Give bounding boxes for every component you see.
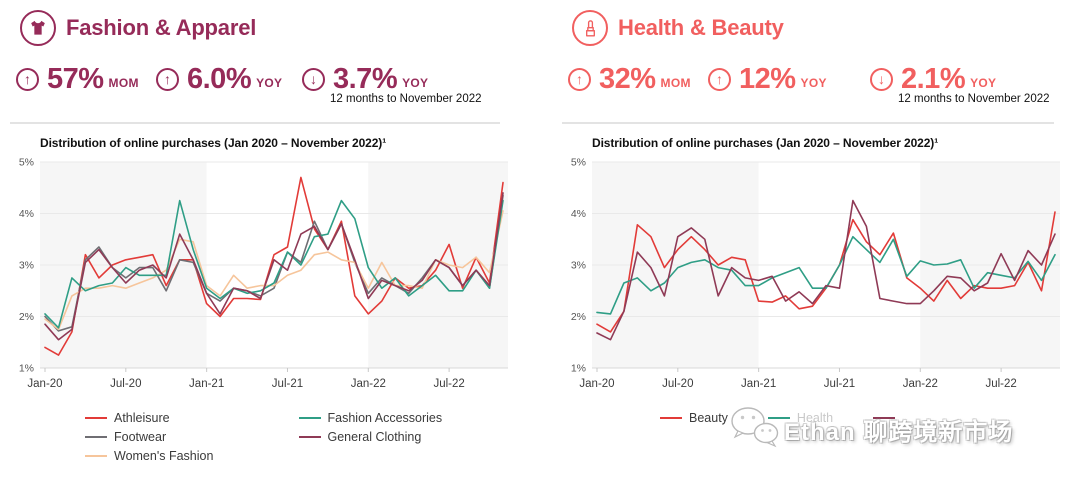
legend-column: Fashion Accessories General Clothing (298, 411, 513, 463)
svg-text:4%: 4% (571, 208, 586, 220)
legend-label: Athleisure (114, 411, 170, 425)
stat-yoy-12m: ↓ 3.7% YOY 12 months to November 2022 (302, 62, 482, 105)
svg-text:Jan-20: Jan-20 (27, 378, 62, 390)
stat-unit: YOY (256, 76, 283, 90)
legend-item: General Clothing (298, 430, 513, 444)
legend-column: Athleisure Footwear Women's Fashion (85, 411, 299, 463)
legend-swatch (85, 436, 107, 438)
legend-swatch (298, 417, 321, 419)
line-chart-health-beauty: 1% 2% 3% 4% 5% Jan-20 Jul-20 Jan-21 Jul-21 Jan-22… (562, 156, 1066, 401)
stats-row: ↑ 32% MOM ↑ 12% YOY ↓ 2.1% YOY 12 months… (568, 62, 1066, 105)
stat-value: 12% (739, 62, 796, 95)
chart-legend: Athleisure Footwear Women's Fashion Fashion… (85, 411, 512, 463)
stat-unit: MOM (660, 76, 691, 90)
chart-card: Distribution of online purchases (Jan 20… (562, 136, 1066, 425)
legend-item: Beauty (660, 411, 728, 425)
stat-unit: YOY (970, 76, 997, 90)
svg-text:Jul-21: Jul-21 (824, 378, 855, 390)
legend-label: Footwear (114, 430, 167, 444)
stat-mom: ↑ 32% MOM (568, 63, 708, 96)
stat-value: 32% (599, 62, 656, 95)
stats-row: ↑ 57% MOM ↑ 6.0% YOY ↓ 3.7% YOY 12 month… (16, 62, 512, 105)
legend-label: Women's Fashion (114, 449, 214, 463)
svg-text:1%: 1% (571, 363, 586, 375)
category-title: Fashion & Apparel (66, 15, 257, 40)
svg-text:Jul-22: Jul-22 (985, 378, 1016, 390)
stat-yoy-12m: ↓ 2.1% YOY 12 months to November 2022 (870, 62, 1050, 105)
svg-text:5%: 5% (19, 157, 34, 169)
svg-text:2%: 2% (571, 311, 586, 323)
stat-yoy: ↑ 12% YOY (708, 63, 854, 96)
legend-swatch (660, 417, 682, 419)
arrow-up-circle-icon: ↑ (708, 67, 731, 91)
line-chart-fashion-apparel: 1% 2% 3% 4% 5% Jan-20 Jul-20 Jan-21 Jul-21 Jan-22… (10, 156, 512, 401)
legend-swatch (85, 455, 107, 457)
stat-value: 3.7% (333, 62, 398, 95)
svg-text:Jul-20: Jul-20 (110, 378, 141, 390)
svg-text:Jan-22: Jan-22 (351, 378, 386, 390)
chart-title: Distribution of online purchases (Jan 20… (40, 136, 387, 150)
stat-value: 6.0% (187, 62, 252, 95)
svg-text:5%: 5% (571, 157, 586, 169)
legend-label: Beauty (689, 411, 728, 425)
category-title: Health & Beauty (618, 15, 784, 40)
stat-unit: MOM (108, 76, 139, 90)
header-divider (562, 122, 1054, 124)
header-divider (10, 122, 500, 124)
stat-period-note: 12 months to November 2022 (898, 92, 1050, 105)
stat-value: 57% (47, 62, 104, 95)
svg-text:4%: 4% (19, 208, 34, 220)
legend-item: Fashion Accessories (298, 411, 513, 425)
legend-item: Health (767, 411, 834, 425)
stat-yoy: ↑ 6.0% YOY (156, 63, 302, 96)
svg-text:Jan-20: Jan-20 (579, 378, 614, 390)
panel-health-beauty: Health & Beauty ↑ 32% MOM ↑ 12% YOY ↓ 2.… (540, 0, 1080, 478)
panel-header: Health & Beauty (572, 8, 1066, 48)
chart-canvas: 1% 2% 3% 4% 5% Jan-20 Jul-20 Jan-21 Jul-21 Jan-22… (19, 157, 508, 390)
chart-title: Distribution of online purchases (Jan 20… (592, 136, 939, 150)
legend-swatch (85, 417, 107, 419)
lipstick-icon (572, 10, 608, 46)
svg-text:Jan-22: Jan-22 (903, 378, 938, 390)
svg-text:Jul-21: Jul-21 (272, 378, 303, 390)
chart-legend: Beauty Health (660, 411, 1066, 425)
arrow-up-circle-icon: ↑ (156, 67, 179, 91)
legend-label: Health (796, 411, 834, 425)
legend-label: General Clothing (327, 430, 422, 444)
svg-text:Jan-21: Jan-21 (189, 378, 224, 390)
arrow-up-circle-icon: ↑ (568, 67, 591, 91)
svg-text:Jul-20: Jul-20 (662, 378, 693, 390)
legend-swatch (298, 436, 321, 438)
panel-header: Fashion & Apparel (20, 8, 512, 48)
stat-value: 2.1% (901, 62, 966, 95)
svg-text:Jan-21: Jan-21 (741, 378, 776, 390)
svg-text:2%: 2% (19, 311, 34, 323)
legend-swatch (873, 417, 896, 419)
arrow-down-circle-icon: ↓ (870, 67, 893, 91)
chart-canvas: 1% 2% 3% 4% 5% Jan-20 Jul-20 Jan-21 Jul-21 Jan-22… (571, 157, 1060, 390)
legend-item: Athleisure (85, 411, 299, 425)
legend-label: Fashion Accessories (327, 411, 443, 425)
tshirt-icon (20, 10, 56, 46)
stat-mom: ↑ 57% MOM (16, 63, 156, 96)
legend-item: Footwear (85, 430, 299, 444)
chart-card: Distribution of online purchases (Jan 20… (10, 136, 512, 463)
legend-item (873, 417, 896, 419)
svg-text:1%: 1% (19, 363, 34, 375)
stat-unit: YOY (800, 76, 827, 90)
legend-item: Women's Fashion (85, 449, 299, 463)
arrow-down-circle-icon: ↓ (302, 67, 325, 91)
legend-swatch (767, 417, 790, 419)
stat-period-note: 12 months to November 2022 (330, 92, 482, 105)
panel-fashion-apparel: Fashion & Apparel ↑ 57% MOM ↑ 6.0% YOY ↓… (10, 8, 512, 463)
svg-text:3%: 3% (19, 260, 34, 272)
stat-unit: YOY (402, 76, 429, 90)
arrow-up-circle-icon: ↑ (16, 67, 39, 91)
svg-text:Jul-22: Jul-22 (433, 378, 464, 390)
svg-text:3%: 3% (571, 260, 586, 272)
